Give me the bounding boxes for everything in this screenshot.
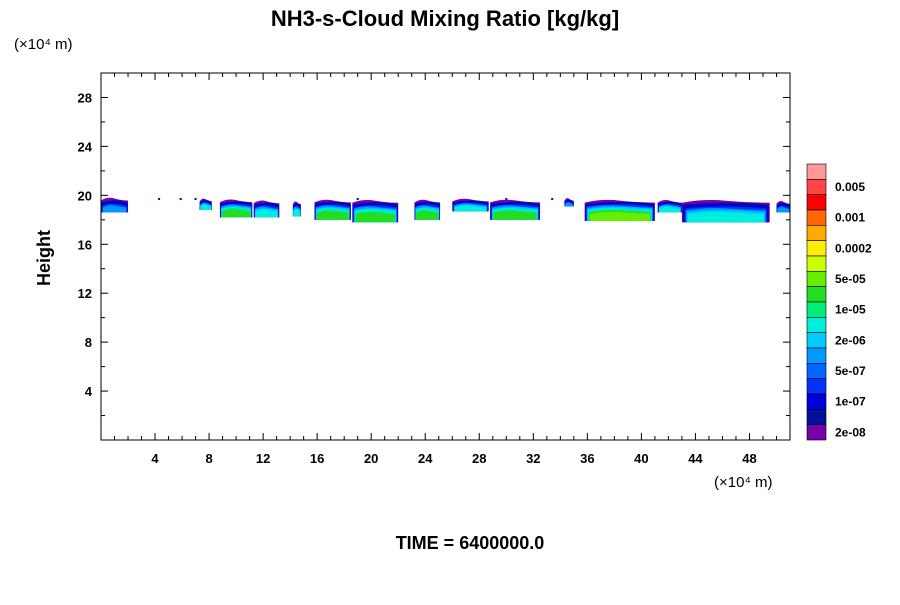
cloud-segment xyxy=(490,199,541,220)
y-tick-label: 8 xyxy=(85,335,92,350)
x-tick-label: 8 xyxy=(205,451,212,466)
colorbar-swatch xyxy=(806,301,827,318)
x-tick-label: 20 xyxy=(364,451,378,466)
colorbar-label: 1e-05 xyxy=(835,303,866,317)
cloud-contour-band xyxy=(355,212,395,223)
cloud-speck xyxy=(194,198,197,201)
x-tick-label: 4 xyxy=(151,451,159,466)
cloud-speck xyxy=(356,198,359,201)
cloud-contour-band xyxy=(255,209,278,218)
cloud-segment xyxy=(199,198,212,211)
cloud-contour-band xyxy=(222,209,251,218)
cloud-segment xyxy=(564,198,574,207)
x-tick-label: 48 xyxy=(742,451,756,466)
x-tick-label: 12 xyxy=(256,451,270,466)
x-tick-label: 16 xyxy=(310,451,324,466)
colorbar-swatch xyxy=(806,179,827,195)
cloud-contour-band xyxy=(659,206,681,213)
cloud-speck xyxy=(505,198,508,201)
colorbar-swatch xyxy=(806,332,827,349)
y-tick-label: 4 xyxy=(85,384,93,399)
colorbar-label: 0.005 xyxy=(835,180,865,194)
cloud-segment xyxy=(253,200,280,218)
cloud-segment xyxy=(314,199,351,220)
cloud-layer xyxy=(101,197,790,223)
colorbar-swatch xyxy=(806,409,827,425)
colorbar-label: 2e-06 xyxy=(835,333,866,347)
colorbar-swatch xyxy=(806,209,827,226)
y-tick-label: 24 xyxy=(78,139,93,154)
y-axis-label: Height xyxy=(34,230,54,286)
x-tick-label: 24 xyxy=(418,451,433,466)
cloud-segment xyxy=(584,199,655,222)
cloud-speck xyxy=(158,198,161,201)
cloud-segment xyxy=(681,200,770,223)
y-tick-label: 20 xyxy=(78,188,92,203)
y-axis: 4 8 12 16 20 24 28 xyxy=(78,90,790,417)
cloud-segment xyxy=(452,198,489,212)
colorbar-swatch xyxy=(806,317,827,333)
cloud-contour-band xyxy=(493,210,537,220)
cloud-contour-band xyxy=(454,205,487,212)
colorbar-swatch xyxy=(806,393,827,410)
x-axis: 4 8 12 16 20 24 28 32 36 40 44 48 xyxy=(114,73,777,466)
x-axis-unit: (×10⁴ m) xyxy=(714,474,773,491)
colorbar-swatch xyxy=(806,271,827,287)
cloud-segment xyxy=(101,197,129,213)
x-tick-label: 36 xyxy=(580,451,594,466)
colorbar-label: 5e-07 xyxy=(835,364,866,378)
cloud-segment xyxy=(657,199,682,213)
colorbar-swatch xyxy=(806,347,827,364)
colorbar-label: 0.001 xyxy=(835,211,865,225)
cloud-segment xyxy=(292,201,301,217)
colorbar-swatch xyxy=(806,240,827,257)
x-tick-label: 32 xyxy=(526,451,540,466)
colorbar-swatch xyxy=(806,163,827,180)
colorbar-swatch xyxy=(806,286,827,303)
x-tick-label: 28 xyxy=(472,451,486,466)
colorbar-swatch xyxy=(806,424,827,441)
chart-title: NH3-s-Cloud Mixing Ratio [kg/kg] xyxy=(271,6,619,31)
cloud-contour-band xyxy=(317,210,349,220)
x-tick-label: 40 xyxy=(634,451,648,466)
cloud-segment xyxy=(414,199,441,220)
y-tick-label: 28 xyxy=(78,90,92,105)
y-tick-label: 12 xyxy=(78,286,92,301)
cloud-contour-band xyxy=(589,211,650,222)
colorbar-swatch xyxy=(806,255,827,272)
cloud-contour-band xyxy=(102,205,127,213)
cloud-segment xyxy=(219,199,253,218)
cloud-segment xyxy=(352,200,399,223)
colorbar-swatch xyxy=(806,225,827,241)
cloud-contour-band xyxy=(416,210,439,220)
cloud-contour-band xyxy=(687,211,764,223)
cloud-contour-band xyxy=(564,202,574,207)
colorbar: 0.005 0.001 0.0002 5e-05 1e-05 2e-06 5e-07 1e-0… xyxy=(806,163,872,441)
cloud-contour-band xyxy=(200,204,211,211)
colorbar-swatch xyxy=(806,194,827,211)
colorbar-label: 5e-05 xyxy=(835,272,866,286)
cloud-contour-band xyxy=(777,206,790,213)
colorbar-label: 2e-08 xyxy=(835,425,866,439)
colorbar-swatch xyxy=(806,378,827,395)
cloud-contour-band xyxy=(293,209,301,217)
cloud-speck xyxy=(551,198,554,201)
colorbar-label: 0.0002 xyxy=(835,241,872,255)
cloud-segment xyxy=(776,201,790,213)
y-tick-label: 16 xyxy=(78,237,92,252)
cloud-speck xyxy=(179,198,182,201)
colorbar-label: 1e-07 xyxy=(835,395,866,409)
plot-frame xyxy=(100,72,791,441)
time-label: TIME = 6400000.0 xyxy=(396,533,545,553)
y-axis-unit: (×10⁴ m) xyxy=(14,36,73,53)
colorbar-swatch xyxy=(806,363,827,379)
x-tick-label: 44 xyxy=(688,451,703,466)
